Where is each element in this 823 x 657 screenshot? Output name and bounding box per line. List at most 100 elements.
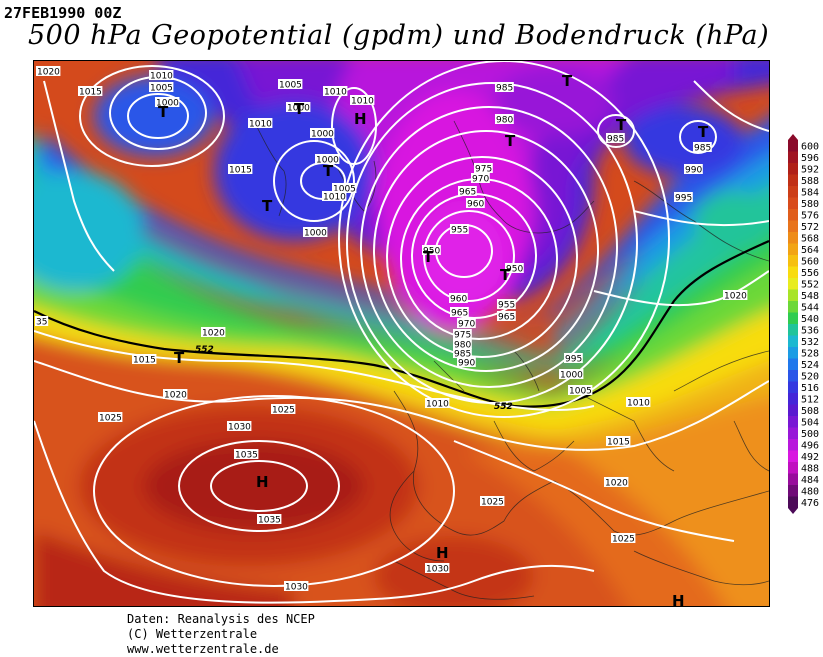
isobar-value: 1020 (164, 391, 187, 401)
isobar-label: 1000 (559, 369, 584, 381)
isobar-value: 995 (675, 194, 692, 204)
date-label: 27FEB1990 00Z (4, 4, 122, 22)
legend-swatch (788, 197, 798, 209)
legend-value: 484 (801, 475, 819, 486)
low-pressure-marker: T (294, 100, 305, 118)
line-labels: 552 552 (195, 345, 513, 412)
pressure-centers: T T H T T T T T T T T T H H H (158, 72, 709, 606)
legend-swatch (788, 427, 798, 439)
legend-value: 564 (801, 245, 819, 256)
map-canvas: 1010100510001015100510001010101010101000… (34, 61, 769, 606)
isobar-value: 980 (454, 341, 471, 351)
legend-swatch (788, 243, 798, 255)
legend-value: 552 (801, 279, 819, 290)
isobar-value: 1025 (612, 535, 635, 545)
isobar-value: 1035 (258, 516, 281, 526)
legend-swatch (788, 358, 798, 370)
legend-value: 544 (801, 302, 819, 313)
legend-value: 492 (801, 452, 819, 463)
isobar-value: 1000 (560, 371, 583, 381)
isobars (34, 61, 769, 604)
legend-value: 488 (801, 463, 819, 474)
isobar-label: 1010 (323, 86, 348, 98)
isobar-value: 1010 (324, 88, 347, 98)
low-pressure-marker: T (174, 349, 185, 367)
geopotential-field: 1010100510001015100510001010101010101000… (34, 61, 769, 606)
isobar-value: 1005 (333, 185, 356, 195)
isobar-label: 1030 (227, 421, 252, 433)
legend-value: 592 (801, 164, 819, 175)
isobar-label: 1005 (278, 79, 303, 91)
legend-value: 568 (801, 233, 819, 244)
legend-swatch (788, 278, 798, 290)
isobar-value: 1000 (304, 229, 327, 239)
low-pressure-marker: T (323, 162, 334, 180)
isobar-value: 985 (454, 350, 471, 360)
isobar-value: 1010 (249, 120, 272, 130)
legend-value: 528 (801, 348, 819, 359)
weather-map[interactable]: 1010 1005 1000 1015 1005 1000 1010 1010 1010 1000… (33, 60, 770, 607)
legend-swatch (788, 462, 798, 474)
legend-swatch (788, 381, 798, 393)
isobar-label: 1000 (310, 128, 335, 140)
isohypse-label: 552 (195, 345, 214, 355)
isobar-value: 1010 (426, 400, 449, 410)
legend-value: 508 (801, 406, 819, 417)
isobar-label: 1005 (568, 385, 593, 397)
legend-swatch (788, 335, 798, 347)
isobar-value: 980 (496, 116, 513, 126)
legend-swatch (788, 393, 798, 405)
legend-swatch (788, 209, 798, 221)
isobar-label: 980 (453, 339, 472, 351)
legend-swatch (788, 140, 798, 152)
color-scale-legend: 600 596 592 588 584 580 576 572 568 564 560 556 552 5… (788, 134, 820, 534)
isobar-label: 1030 (284, 581, 309, 593)
legend-swatch (788, 163, 798, 175)
isobar-label: 1010 (149, 70, 174, 82)
legend-value: 560 (801, 256, 819, 267)
isobar-value: 35 (36, 318, 47, 328)
isobar-value: 1005 (279, 81, 302, 91)
isobar-value: 955 (498, 301, 515, 311)
isobar-label: 1035 (257, 514, 282, 526)
legend-swatch (788, 404, 798, 416)
low-pressure-marker: T (500, 266, 511, 284)
page-title: 500 hPa Geopotential (gpdm) und Bodendru… (28, 20, 770, 51)
isobar-value: 1010 (150, 72, 173, 82)
isobar-label: 1000 (155, 97, 180, 109)
isobar-label: 1000 (286, 102, 311, 114)
legend-value: 540 (801, 314, 819, 325)
isobar-label: 1010 (248, 118, 273, 130)
legend-swatch (788, 450, 798, 462)
isobar-label: 990 (457, 357, 476, 369)
isobar-label: 1010 (350, 95, 375, 107)
isobar-value: 970 (458, 320, 475, 330)
isobar-label: 995 (674, 192, 693, 204)
isobar-label: 1035 (234, 449, 259, 461)
legend-swatch (788, 151, 798, 163)
footer-url[interactable]: www.wetterzentrale.de (127, 642, 279, 656)
isobar-value: 1030 (285, 583, 308, 593)
legend-value: 532 (801, 337, 819, 348)
legend-swatch (788, 485, 798, 497)
legend-value: 596 (801, 153, 819, 164)
legend-swatch (788, 289, 798, 301)
legend-swatch (788, 220, 798, 232)
legend-swatch (788, 301, 798, 313)
isobar-label: 985 (453, 348, 472, 360)
legend-swatch (788, 496, 798, 508)
low-pressure-marker: T (423, 248, 434, 266)
isobar-label: 950 (422, 245, 441, 257)
legend-value: 600 (801, 141, 819, 152)
isobar-label: 950 (505, 263, 524, 275)
legend-value: 588 (801, 176, 819, 187)
legend-value: 500 (801, 429, 819, 440)
isobar-label: 1025 (98, 412, 123, 424)
isobar-value: 1025 (481, 498, 504, 508)
low-pressure-marker: T (262, 197, 273, 215)
isobar-label: 980 (495, 114, 514, 126)
isobar-label: 1030 (425, 563, 450, 575)
isobar-value: 1000 (287, 104, 310, 114)
legend-value: 520 (801, 371, 819, 382)
isobar-value: 1020 (724, 292, 747, 302)
